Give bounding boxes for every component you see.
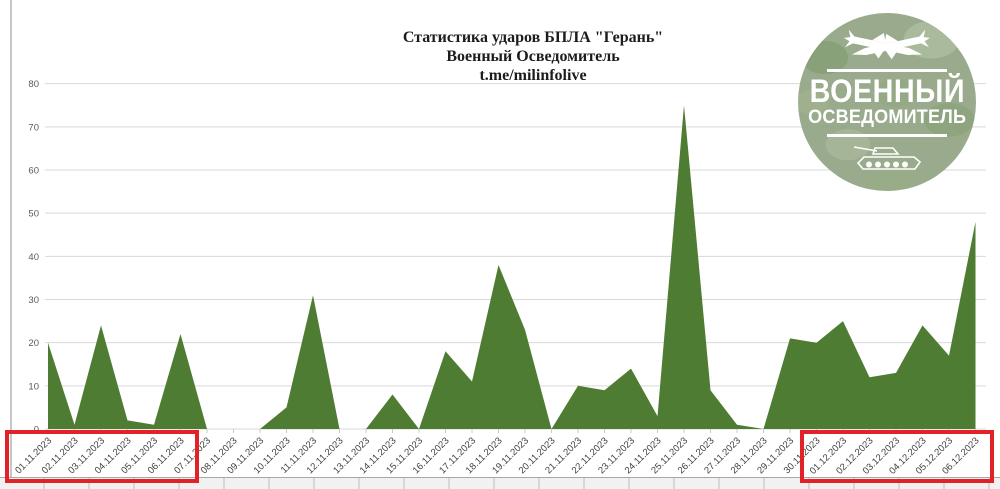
y-axis-label: 30 — [28, 295, 39, 306]
highlight-box — [800, 430, 994, 483]
y-axis-label: 10 — [28, 381, 39, 392]
crossed-missiles-icon — [843, 29, 931, 60]
chart-title: Статистика ударов БПЛА "Герань" — [402, 29, 664, 46]
highlight-box — [5, 430, 199, 483]
chart-title-block: Статистика ударов БПЛА "Герань" Военный … — [283, 28, 783, 85]
chart-subtitle: Военный Осведомитель — [446, 48, 620, 65]
y-axis-label: 60 — [28, 166, 39, 177]
y-axis-label: 20 — [28, 338, 39, 349]
y-axis-label: 80 — [28, 79, 39, 90]
area-series — [48, 105, 976, 430]
y-axis-label: 40 — [28, 252, 39, 263]
logo-badge: ВОЕННЫЙ ОСВЕДОМИТЕЛЬ — [798, 13, 976, 191]
logo-subtitle: ОСВЕДОМИТЕЛЬ — [807, 107, 967, 128]
tank-icon — [853, 146, 922, 170]
chart-source-link: t.me/milinfolive — [479, 67, 587, 84]
logo-divider-top — [827, 69, 947, 72]
y-axis-label: 50 — [28, 209, 39, 220]
window-bottom-edge — [0, 477, 1000, 489]
y-axis-label: 70 — [28, 122, 39, 133]
logo-divider-bottom — [827, 134, 947, 137]
window-left-edge — [10, 0, 12, 477]
logo-title: ВОЕННЫЙ — [809, 73, 965, 109]
